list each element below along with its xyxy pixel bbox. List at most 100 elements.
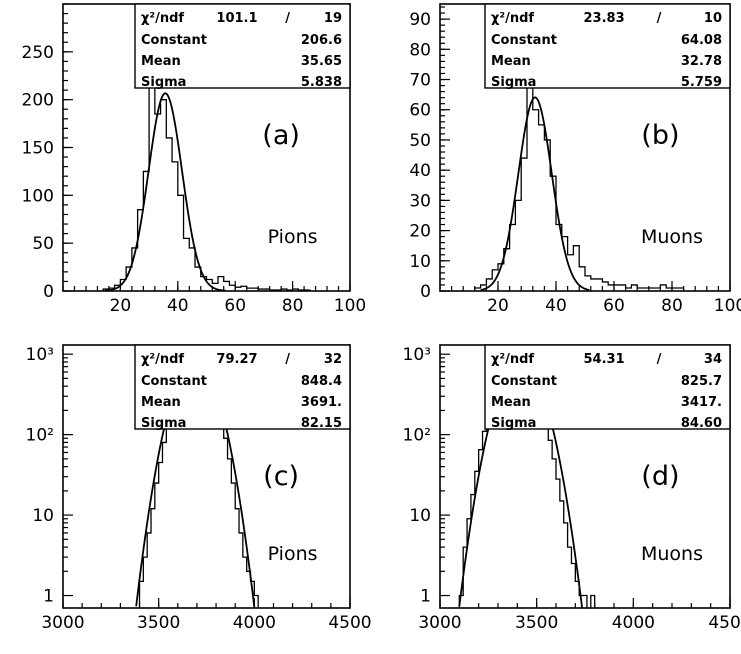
stats-box-c [134,344,351,430]
stats-row-value-a: 35.65 [301,54,342,69]
x-tick-label-b: 80 [661,296,683,316]
stats-slash-a: / [285,11,290,26]
x-tick-label-a: 20 [110,296,132,316]
stats-row-value-d: 3417. [681,395,722,410]
panel-letter-c: (c) [263,461,299,492]
x-tick-label-d: 4000 [612,613,655,633]
panel-letter-d: (d) [641,461,679,492]
fit-curve-a [105,92,226,292]
y-tick-label-c: 10³ [26,345,54,365]
stats-row-label-c: Constant [141,374,207,389]
y-tick-label-b: 10 [409,252,431,272]
stats-row-value-c: 3691. [301,395,342,410]
stats-row-value-b: 32.78 [681,54,722,69]
y-tick-label-c: 1 [43,587,54,607]
x-tick-label-d: 3000 [418,613,461,633]
stats-row-label-b: Constant [491,33,557,48]
x-tick-label-b: 100 [714,296,741,316]
y-tick-label-b: 30 [409,191,431,211]
stats-ndf-value-c: 32 [324,352,342,367]
panel-c: 3000 3500 4000 4500 1 10 10² 10³ χ²/ndf 79.27 / 32 C… [26,344,372,633]
x-tick-label-a: 40 [167,296,189,316]
y-tick-label-d: 10³ [403,345,431,365]
y-tick-label-b: 60 [409,101,431,121]
stats-row-label-a: Constant [141,33,207,48]
stats-chi2-label-d: χ²/ndf [491,352,534,367]
x-tick-label-c: 4000 [233,613,276,633]
stats-row-value-a: 206.6 [301,33,342,48]
panel-letter-a: (a) [262,120,300,151]
y-tick-label-d: 10 [409,506,431,526]
stats-chi2-value-c: 79.27 [216,352,257,367]
y-tick-label-d: 1 [420,587,431,607]
stats-slash-b: / [657,11,662,26]
panel-b: 20 40 60 80 100 0 10 20 30 40 50 60 70 80 90 χ²/ndf 23.8… [409,3,741,316]
x-tick-label-d: 4500 [708,613,741,633]
particle-label-a: Pions [268,226,318,248]
x-tick-label-c: 3500 [137,613,180,633]
x-tick-label-a: 100 [334,296,366,316]
stats-row-value-c: 82.15 [301,416,342,431]
stats-row-label-c: Mean [141,395,181,410]
stats-box-d [484,344,731,430]
y-tick-label-a: 0 [43,282,54,302]
x-tick-label-c: 3000 [41,613,84,633]
y-tick-label-d: 10² [403,426,431,446]
x-tick-label-a: 60 [224,296,246,316]
panel-d: 3000 3500 4000 4500 1 10 10² 10³ χ²/ndf 54.31 / 34 C… [403,344,741,633]
x-tick-label-b: 40 [545,296,567,316]
stats-slash-d: / [657,352,662,367]
y-tick-label-a: 50 [32,234,54,254]
y-tick-label-b: 50 [409,131,431,151]
x-tick-label-c: 4500 [328,613,371,633]
stats-slash-c: / [285,352,290,367]
particle-label-d: Muons [641,543,703,565]
stats-row-value-a: 5.838 [301,75,342,90]
y-tick-label-b: 20 [409,222,431,242]
stats-chi2-label-b: χ²/ndf [491,11,534,26]
particle-label-c: Pions [268,543,318,565]
stats-ndf-value-b: 10 [704,11,722,26]
y-tick-label-c: 10 [32,506,54,526]
stats-row-value-b: 64.08 [681,33,722,48]
stats-row-value-d: 84.60 [681,416,722,431]
y-tick-label-b: 80 [409,40,431,60]
y-tick-label-b: 70 [409,71,431,91]
histogram-b [474,33,685,291]
y-tick-label-a: 150 [22,139,54,159]
stats-ndf-value-d: 34 [704,352,722,367]
y-tick-label-a: 200 [22,91,54,111]
particle-label-b: Muons [641,226,703,248]
stats-chi2-value-a: 101.1 [216,11,257,26]
x-tick-label-b: 60 [603,296,625,316]
y-tick-label-b: 90 [409,10,431,30]
y-tick-label-a: 250 [22,43,54,63]
stats-row-value-c: 848.4 [301,374,342,389]
panel-a: 20 40 60 80 100 0 50 100 150 200 250 χ²/ndf 101.1 / 19… [22,3,366,316]
stats-chi2-label-a: χ²/ndf [141,11,184,26]
stats-row-label-b: Sigma [491,75,536,90]
stats-row-label-b: Mean [491,54,531,69]
stats-row-label-d: Sigma [491,416,536,431]
stats-chi2-value-b: 23.83 [584,11,625,26]
stats-ndf-value-a: 19 [324,11,342,26]
stats-chi2-value-d: 54.31 [584,352,625,367]
stats-row-label-c: Sigma [141,416,186,431]
y-tick-label-c: 10² [26,426,54,446]
x-tick-label-a: 80 [282,296,304,316]
stats-row-label-a: Mean [141,54,181,69]
x-tick-label-b: 20 [487,296,509,316]
stats-row-label-d: Constant [491,374,557,389]
y-tick-label-b: 40 [409,161,431,181]
fit-curve-b [480,96,590,291]
stats-row-label-d: Mean [491,395,531,410]
stats-row-label-a: Sigma [141,75,186,90]
panel-letter-b: (b) [641,120,679,151]
x-tick-label-d: 3500 [515,613,558,633]
y-tick-label-a: 100 [22,186,54,206]
stats-chi2-label-c: χ²/ndf [141,352,184,367]
y-tick-label-b: 0 [420,282,431,302]
stats-box-b [484,3,731,89]
stats-box-a [134,3,351,89]
